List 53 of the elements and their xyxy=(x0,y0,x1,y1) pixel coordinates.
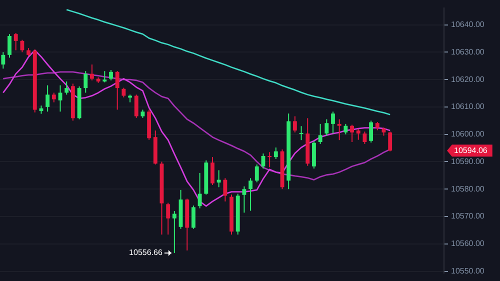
candlestick xyxy=(115,70,120,110)
y-tick-label: 10580.00 xyxy=(451,184,485,194)
candlestick xyxy=(331,111,335,134)
candlestick xyxy=(292,116,297,133)
candlestick xyxy=(268,152,272,168)
candlestick xyxy=(356,128,360,140)
candlestick xyxy=(20,39,24,53)
y-tick-label: 10560.00 xyxy=(451,239,485,248)
candlestick xyxy=(388,131,392,152)
y-tick-label: 10640.00 xyxy=(451,20,485,29)
y-tick-label: 10620.00 xyxy=(451,74,485,84)
candlestick xyxy=(90,64,94,81)
candlestick xyxy=(312,140,316,170)
candlestick xyxy=(362,131,367,144)
candlestick xyxy=(109,69,113,81)
candlestick xyxy=(261,153,266,170)
candlestick xyxy=(64,80,69,96)
candlestick xyxy=(210,156,214,186)
candlestick xyxy=(46,84,50,112)
annotation: 10556.66 xyxy=(129,248,163,258)
candlestick xyxy=(102,70,107,83)
candlestick xyxy=(369,120,374,144)
candlestick xyxy=(14,32,18,51)
candlestick xyxy=(324,118,329,136)
candlestick xyxy=(198,172,202,209)
candlestick xyxy=(84,70,88,94)
candlestick xyxy=(274,146,278,160)
y-tick-label: 10590.00 xyxy=(451,156,485,166)
candlestick xyxy=(299,126,304,141)
candlestick xyxy=(52,92,56,103)
candlestick xyxy=(172,210,176,254)
candlestick xyxy=(248,178,253,212)
candlestick xyxy=(216,170,221,188)
candlestick xyxy=(337,118,342,141)
candlestick xyxy=(242,186,246,214)
y-tick-label: 10570.00 xyxy=(451,212,485,221)
candlestick xyxy=(1,52,6,70)
y-tick-label: 10600.00 xyxy=(451,130,485,139)
candlestick xyxy=(8,34,12,58)
candlestick xyxy=(254,164,259,183)
candlestick xyxy=(344,123,348,135)
text: 10594.06 xyxy=(454,146,488,155)
candlestick xyxy=(191,205,196,230)
y-tick-label: 10550.00 xyxy=(451,266,485,276)
candlestick xyxy=(318,123,322,144)
candlestick xyxy=(166,202,170,236)
y-tick-label: 10610.00 xyxy=(451,102,485,112)
candlestick xyxy=(223,178,228,202)
candlestick xyxy=(58,84,62,112)
candlestick xyxy=(122,87,126,98)
candlestick xyxy=(350,124,354,143)
candlestick xyxy=(134,94,138,118)
y-tick-label: 10630.00 xyxy=(451,47,485,56)
